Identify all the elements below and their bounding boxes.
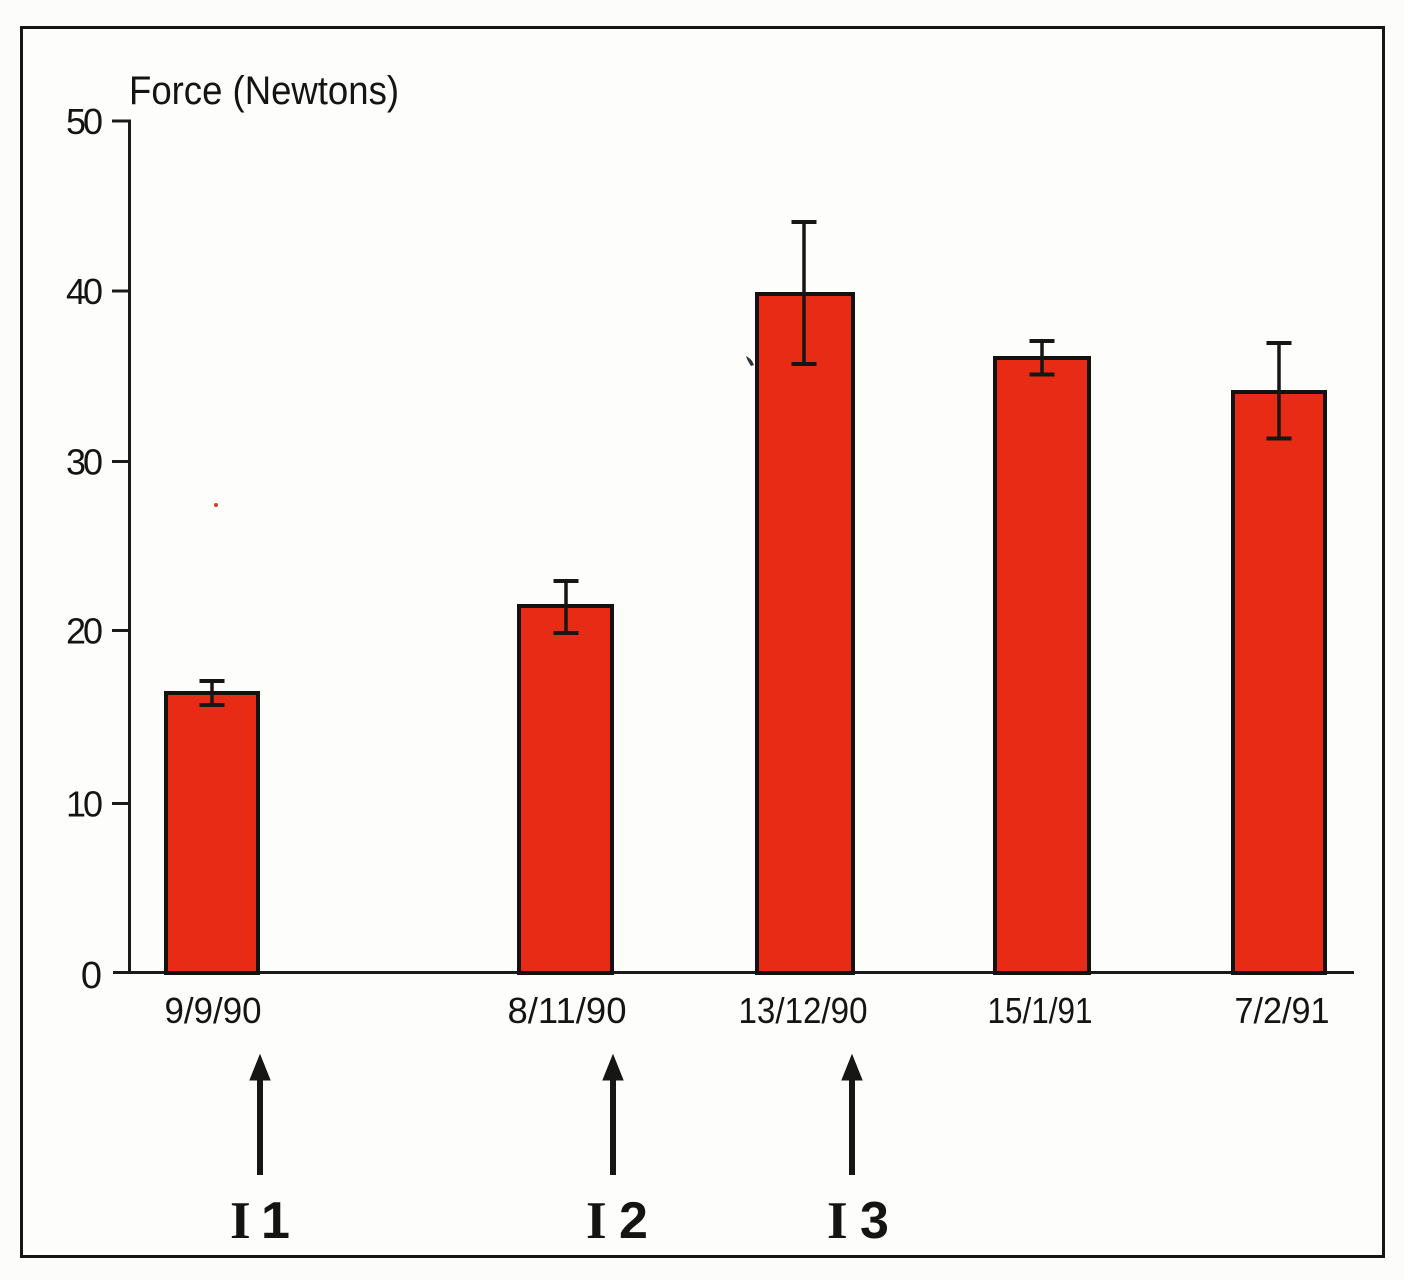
svg-text:13/12/90: 13/12/90	[739, 990, 868, 1031]
svg-text:I: I	[586, 1192, 607, 1250]
svg-text:3: 3	[860, 1192, 889, 1250]
svg-text:40: 40	[66, 271, 103, 312]
svg-text:I: I	[827, 1192, 848, 1250]
svg-text:7/2/91: 7/2/91	[1235, 990, 1330, 1031]
svg-text:50: 50	[66, 101, 103, 142]
svg-text:10: 10	[66, 784, 103, 825]
svg-text:9/9/90: 9/9/90	[165, 990, 262, 1031]
svg-text:I: I	[230, 1192, 251, 1250]
svg-text:15/1/91: 15/1/91	[988, 990, 1093, 1031]
svg-text:20: 20	[66, 611, 103, 652]
svg-text:Force (Newtons): Force (Newtons)	[129, 69, 399, 113]
svg-text:0: 0	[81, 955, 102, 997]
svg-text:2: 2	[619, 1192, 648, 1250]
svg-text:1: 1	[261, 1192, 290, 1250]
svg-text:8/11/90: 8/11/90	[508, 990, 627, 1031]
svg-text:30: 30	[66, 442, 103, 483]
